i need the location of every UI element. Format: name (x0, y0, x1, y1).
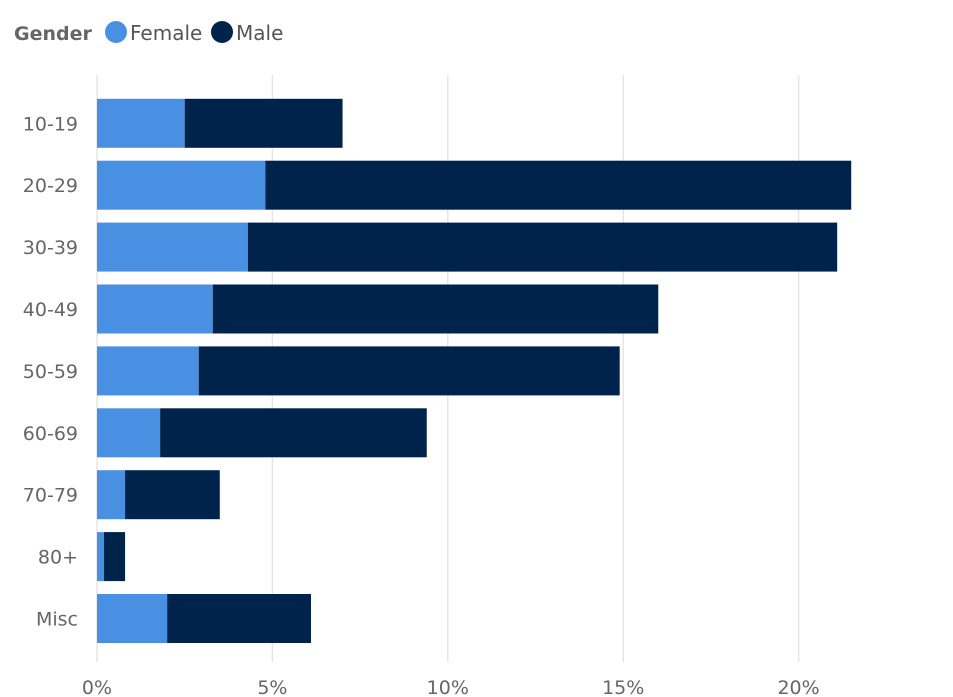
bar-male-10-19[interactable] (184, 98, 343, 148)
category-label-60-69: 60-69 (23, 423, 78, 445)
bar-female-80+[interactable] (97, 532, 105, 582)
bar-male-60-69[interactable] (160, 408, 427, 458)
bar-male-50-59[interactable] (198, 346, 620, 396)
bar-female-40-49[interactable] (97, 284, 213, 334)
category-label-50-59: 50-59 (23, 361, 78, 383)
bar-male-70-79[interactable] (125, 470, 220, 520)
category-label-10-19: 10-19 (23, 113, 78, 135)
bar-female-20-29[interactable] (97, 160, 266, 210)
category-label-70-79: 70-79 (23, 485, 78, 507)
bar-female-50-59[interactable] (97, 346, 199, 396)
x-tick-label-3: 15% (602, 677, 644, 697)
category-labels: 10-19 20-29 30-39 40-49 50-59 60-69 70-79 80+ Mi… (23, 113, 78, 630)
category-label-80+: 80+ (38, 547, 78, 569)
x-axis-tick-labels: 0% 5% 10% 15% 20% (82, 677, 820, 697)
bars (97, 98, 852, 643)
bar-male-30-39[interactable] (247, 222, 838, 272)
category-label-20-29: 20-29 (23, 175, 78, 197)
category-label-Misc: Misc (36, 609, 78, 631)
legend-label-male: Male (236, 21, 283, 45)
x-tick-label-2: 10% (427, 677, 469, 697)
x-tick-label-0: 0% (82, 677, 112, 697)
bar-female-10-19[interactable] (97, 98, 185, 148)
bar-male-20-29[interactable] (265, 160, 852, 210)
x-tick-label-4: 20% (777, 677, 819, 697)
x-tick-label-1: 5% (257, 677, 287, 697)
bar-female-60-69[interactable] (97, 408, 161, 458)
legend-item-female[interactable]: Female (105, 21, 202, 45)
bar-male-80+[interactable] (104, 532, 126, 582)
bar-female-70-79[interactable] (97, 470, 126, 520)
legend-title: Gender (14, 23, 92, 45)
legend: Gender Female Male (14, 21, 283, 45)
bar-male-Misc[interactable] (167, 594, 311, 643)
bar-female-30-39[interactable] (97, 222, 248, 272)
bar-male-40-49[interactable] (212, 284, 659, 334)
legend-swatch-female (105, 21, 127, 43)
category-label-30-39: 30-39 (23, 237, 78, 259)
legend-label-female: Female (130, 21, 202, 45)
category-label-40-49: 40-49 (23, 299, 78, 321)
bar-female-Misc[interactable] (97, 594, 168, 643)
legend-swatch-male (211, 21, 233, 43)
legend-item-male[interactable]: Male (211, 21, 283, 45)
